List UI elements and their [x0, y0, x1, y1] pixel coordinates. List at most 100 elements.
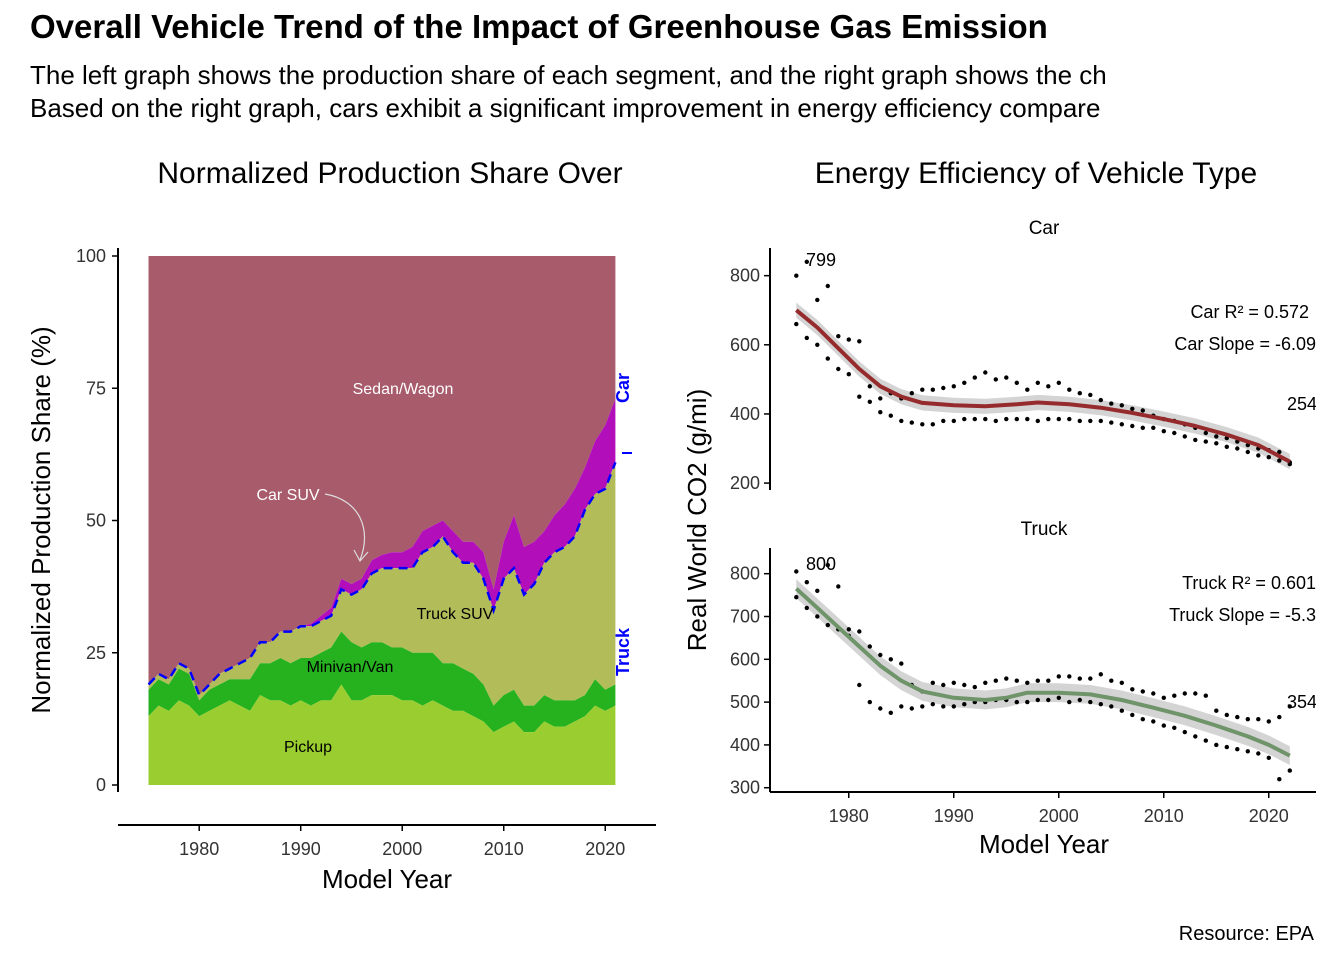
- truck-data-point: [878, 652, 883, 658]
- car-data-point: [1172, 430, 1177, 436]
- truck-data-point: [1224, 712, 1230, 718]
- truck-data-point: [1151, 691, 1156, 696]
- truck-data-point: [804, 580, 809, 585]
- car-data-point: [846, 337, 851, 342]
- car-data-point: [1046, 416, 1051, 422]
- truck-end-label: 354: [1287, 692, 1317, 712]
- truck-data-point: [1235, 714, 1240, 720]
- truck-data-point: [857, 629, 862, 634]
- truck-data-point: [1088, 676, 1093, 681]
- car-data-point: [1119, 422, 1125, 427]
- car-data-point: [1245, 449, 1251, 455]
- truck-data-point: [846, 627, 851, 632]
- truck-start-label: 800: [806, 554, 836, 574]
- truck-data-point: [1119, 708, 1125, 713]
- car-data-point: [1004, 375, 1009, 380]
- source-note: Resource: EPA: [1178, 923, 1314, 945]
- minivan-van-area: [148, 631, 616, 733]
- truck-y-tick-label: 600: [730, 649, 760, 669]
- pickup-label: Pickup: [284, 739, 332, 756]
- car-data-point: [983, 416, 988, 422]
- car-data-point: [888, 413, 893, 418]
- truck-data-point: [867, 699, 872, 705]
- left-x-tick-label: 2020: [585, 839, 625, 859]
- car-data-point: [804, 259, 809, 264]
- car-data-point: [1109, 420, 1114, 425]
- car-data-point: [972, 375, 977, 380]
- car-data-point: [1014, 380, 1019, 385]
- right-x-tick-label: 1980: [829, 806, 869, 826]
- truck-data-point: [941, 682, 946, 688]
- car-data-point: [815, 342, 820, 347]
- truck-y-tick-label: 300: [730, 778, 760, 798]
- car-data-point: [1203, 430, 1209, 436]
- truck-data-point: [878, 706, 883, 711]
- car-y-tick-label: 200: [730, 473, 760, 493]
- car-data-point: [836, 366, 841, 372]
- car-end-label: 254: [1287, 394, 1317, 414]
- car-data-point: [1088, 418, 1093, 424]
- minivan-van-label: Minivan/Van: [307, 659, 394, 676]
- car-slope-label: Car Slope = -6.09: [1174, 334, 1316, 354]
- car-suv-arrowhead: [353, 549, 369, 563]
- car-data-point: [920, 422, 925, 427]
- truck-data-point: [1224, 744, 1230, 750]
- truck-data-point: [1035, 678, 1041, 683]
- truck-data-point: [972, 684, 977, 690]
- truck-data-point: [825, 622, 830, 628]
- car-data-point: [930, 422, 935, 427]
- truck-y-tick-label: 500: [730, 692, 760, 712]
- truck-y-tick-label: 800: [730, 564, 760, 584]
- truck-data-point: [983, 680, 988, 685]
- left-x-tick-label: 2000: [382, 839, 422, 859]
- car-data-point: [1203, 439, 1209, 444]
- left-y-axis-label: Normalized Production Share (%): [26, 326, 56, 713]
- car-data-point: [1067, 416, 1072, 422]
- car-trend-line: [795, 308, 1291, 464]
- car-data-point: [878, 396, 883, 401]
- left-y-tick-label: 100: [76, 246, 106, 266]
- car-data-point: [972, 416, 977, 422]
- truck-data-point: [1088, 699, 1093, 705]
- truck-data-point: [1266, 719, 1272, 724]
- car-y-tick-label: 800: [730, 266, 760, 286]
- truck-data-point: [1161, 723, 1167, 728]
- main-title: Overall Vehicle Trend of the Impact of G…: [30, 8, 1048, 45]
- car-data-point: [1214, 441, 1219, 446]
- truck-data-point: [815, 614, 820, 619]
- car-data-point: [1214, 434, 1219, 439]
- car-data-point: [951, 384, 956, 389]
- truck-data-point: [1140, 717, 1146, 722]
- right-x-ticks: 1980 1990 2000 2010 2020: [829, 792, 1289, 826]
- car-data-point: [1067, 387, 1072, 392]
- truck-data-point: [1077, 697, 1083, 703]
- car-data-point: [1140, 408, 1146, 413]
- stacked-areas: [148, 256, 616, 785]
- car-r2-label: Car R² = 0.572: [1190, 302, 1309, 322]
- truck-boundary-label: Truck: [613, 627, 633, 676]
- car-data-point: [825, 283, 830, 289]
- car-data-point: [951, 418, 956, 424]
- car-data-point: [941, 418, 946, 424]
- truck-data-point: [1277, 777, 1282, 782]
- truck-data-point: [857, 682, 862, 688]
- car-data-point: [1056, 416, 1062, 422]
- truck-data-point: [1193, 691, 1198, 696]
- car-data-point: [1088, 392, 1093, 398]
- car-data-point: [825, 356, 830, 361]
- truck-data-point: [1098, 702, 1104, 707]
- pickup-area: [148, 684, 616, 785]
- truck-panel-strip: Truck: [1021, 519, 1068, 540]
- truck-data-point: [1119, 680, 1125, 685]
- car-start-label: 799: [806, 250, 836, 270]
- truck-data-point: [1077, 676, 1083, 681]
- sedan-wagon-area: [148, 256, 616, 696]
- car-data-point: [1266, 455, 1272, 460]
- car-data-point: [1256, 453, 1261, 458]
- truck-data-point: [1277, 714, 1282, 720]
- car-suv-area: [148, 398, 616, 696]
- car-boundary-label: Car: [613, 373, 633, 403]
- truck-trend-line: [794, 587, 1291, 758]
- left-x-axis-label: Model Year: [322, 864, 452, 894]
- truck-data-point: [993, 678, 998, 683]
